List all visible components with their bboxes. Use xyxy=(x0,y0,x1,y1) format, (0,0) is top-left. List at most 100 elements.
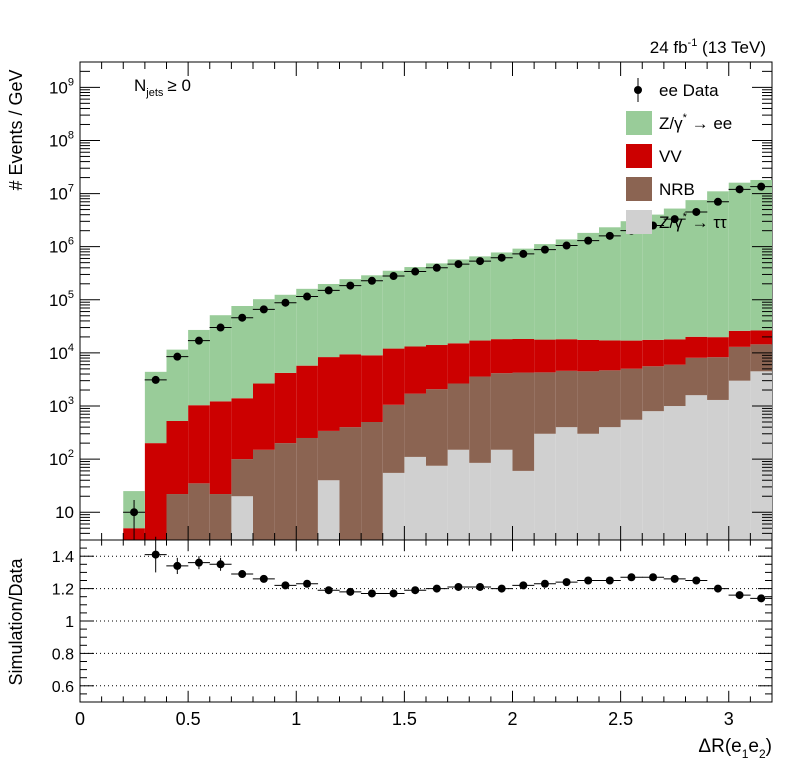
ratio-point xyxy=(166,557,189,575)
ratio-y-tick-label: 0.8 xyxy=(52,646,74,663)
data-point xyxy=(577,236,600,245)
bar-nrb-14 xyxy=(426,389,448,466)
data-point xyxy=(360,276,383,285)
ratio-point xyxy=(187,556,210,570)
bar-nrb-28 xyxy=(728,346,751,381)
bar-ztautau-9 xyxy=(317,480,340,540)
bar-ztautau-26 xyxy=(685,395,708,540)
data-point xyxy=(685,207,708,216)
bar-nrb-18 xyxy=(512,372,535,471)
bar-ztautau-25 xyxy=(663,406,686,540)
bottom-y-axis-title: Simulation/Data xyxy=(6,557,26,685)
bar-vv-26 xyxy=(685,336,708,358)
bar-ztautau-29 xyxy=(750,371,772,540)
bottom-y-axis: 0.6 0.8 1 1.2 1.4 xyxy=(52,539,772,703)
bar-ztautau-22 xyxy=(599,427,621,540)
bar-vv-8 xyxy=(296,365,318,438)
bar-vv-27 xyxy=(707,337,729,358)
bar-vv-2 xyxy=(166,421,189,495)
bar-nrb-19 xyxy=(534,372,556,434)
data-point xyxy=(296,292,319,301)
ratio-point xyxy=(274,581,297,590)
bar-zee-12 xyxy=(382,270,405,349)
stacked-histogram xyxy=(123,179,772,540)
bar-nrb-4 xyxy=(209,494,232,540)
data-point xyxy=(555,241,578,250)
bar-zee-25 xyxy=(663,208,686,340)
data-point xyxy=(425,263,448,272)
y-tick-label: 107 xyxy=(49,183,74,204)
ratio-point xyxy=(360,589,383,598)
bar-ztautau-24 xyxy=(642,411,664,540)
legend-label: Z/γ* → ττ xyxy=(659,211,727,232)
bar-zee-27 xyxy=(707,191,729,338)
bar-zee-10 xyxy=(339,279,362,355)
ratio-point xyxy=(382,589,405,598)
bar-nrb-12 xyxy=(382,404,405,473)
bar-zee-16 xyxy=(469,256,491,341)
bar-nrb-21 xyxy=(577,371,599,434)
bar-vv-4 xyxy=(209,401,232,495)
x-axis-title: ΔR(e1e2) xyxy=(698,736,772,761)
ratio-point xyxy=(339,587,362,596)
y-tick-label: 104 xyxy=(49,342,74,363)
bar-zee-13 xyxy=(404,267,426,347)
bar-vv-3 xyxy=(188,405,210,484)
data-point xyxy=(339,281,362,290)
bar-nrb-7 xyxy=(274,443,297,540)
x-tick-label: 0.5 xyxy=(176,709,201,729)
bar-vv-9 xyxy=(317,357,340,431)
ratio-point xyxy=(663,574,686,583)
y-tick-label: 102 xyxy=(49,448,74,469)
bar-nrb-3 xyxy=(188,483,210,540)
bar-vv-25 xyxy=(663,339,686,365)
bar-nrb-6 xyxy=(253,449,275,540)
x-tick-label: 1.5 xyxy=(392,709,417,729)
bar-vv-24 xyxy=(642,339,664,367)
bar-vv-29 xyxy=(750,330,772,345)
top-y-axis-title: # Events / GeV xyxy=(6,69,26,190)
data-point xyxy=(404,267,427,276)
data-point xyxy=(317,286,340,295)
ratio-point xyxy=(296,579,319,588)
data-point xyxy=(598,231,621,240)
bar-nrb-17 xyxy=(490,373,513,450)
bar-ztautau-16 xyxy=(469,462,491,540)
bar-zee-29 xyxy=(750,179,772,331)
x-tick-label: 2 xyxy=(507,709,517,729)
legend-entry: Z/γ* → ee xyxy=(626,111,732,135)
bar-zee-17 xyxy=(490,252,513,340)
bar-zee-14 xyxy=(426,263,448,346)
ratio-y-tick-label: 1 xyxy=(65,614,74,631)
ratio-point xyxy=(425,584,448,593)
data-point xyxy=(123,499,146,540)
bar-vv-12 xyxy=(382,348,405,405)
ratio-point xyxy=(231,570,254,579)
bar-nrb-2 xyxy=(166,494,189,540)
bar-zee-11 xyxy=(361,275,383,356)
data-point xyxy=(490,253,513,262)
bar-zee-24 xyxy=(642,214,664,340)
x-tick-label: 0 xyxy=(75,709,85,729)
bottom-x-axis: 0 0.5 1 1.5 2 2.5 3 xyxy=(75,540,773,729)
bar-ztautau-28 xyxy=(728,380,751,540)
legend-entry: VV xyxy=(626,144,682,168)
data-point xyxy=(512,249,535,258)
top-x-axis xyxy=(79,62,773,540)
y-tick-label: 105 xyxy=(49,289,74,310)
legend-swatch xyxy=(626,144,652,168)
ratio-point xyxy=(209,557,232,571)
legend-label: ee Data xyxy=(659,81,719,100)
legend-label: Z/γ* → ee xyxy=(659,112,732,133)
ratio-points xyxy=(144,536,773,603)
bar-ztautau-19 xyxy=(534,433,556,540)
bar-zee-5 xyxy=(231,305,253,399)
bar-nrb-13 xyxy=(404,393,426,457)
bar-nrb-26 xyxy=(685,357,708,396)
x-tick-label: 2.5 xyxy=(608,709,633,729)
data-point xyxy=(274,298,297,307)
bar-vv-28 xyxy=(728,330,751,347)
bar-zee-18 xyxy=(512,248,535,340)
